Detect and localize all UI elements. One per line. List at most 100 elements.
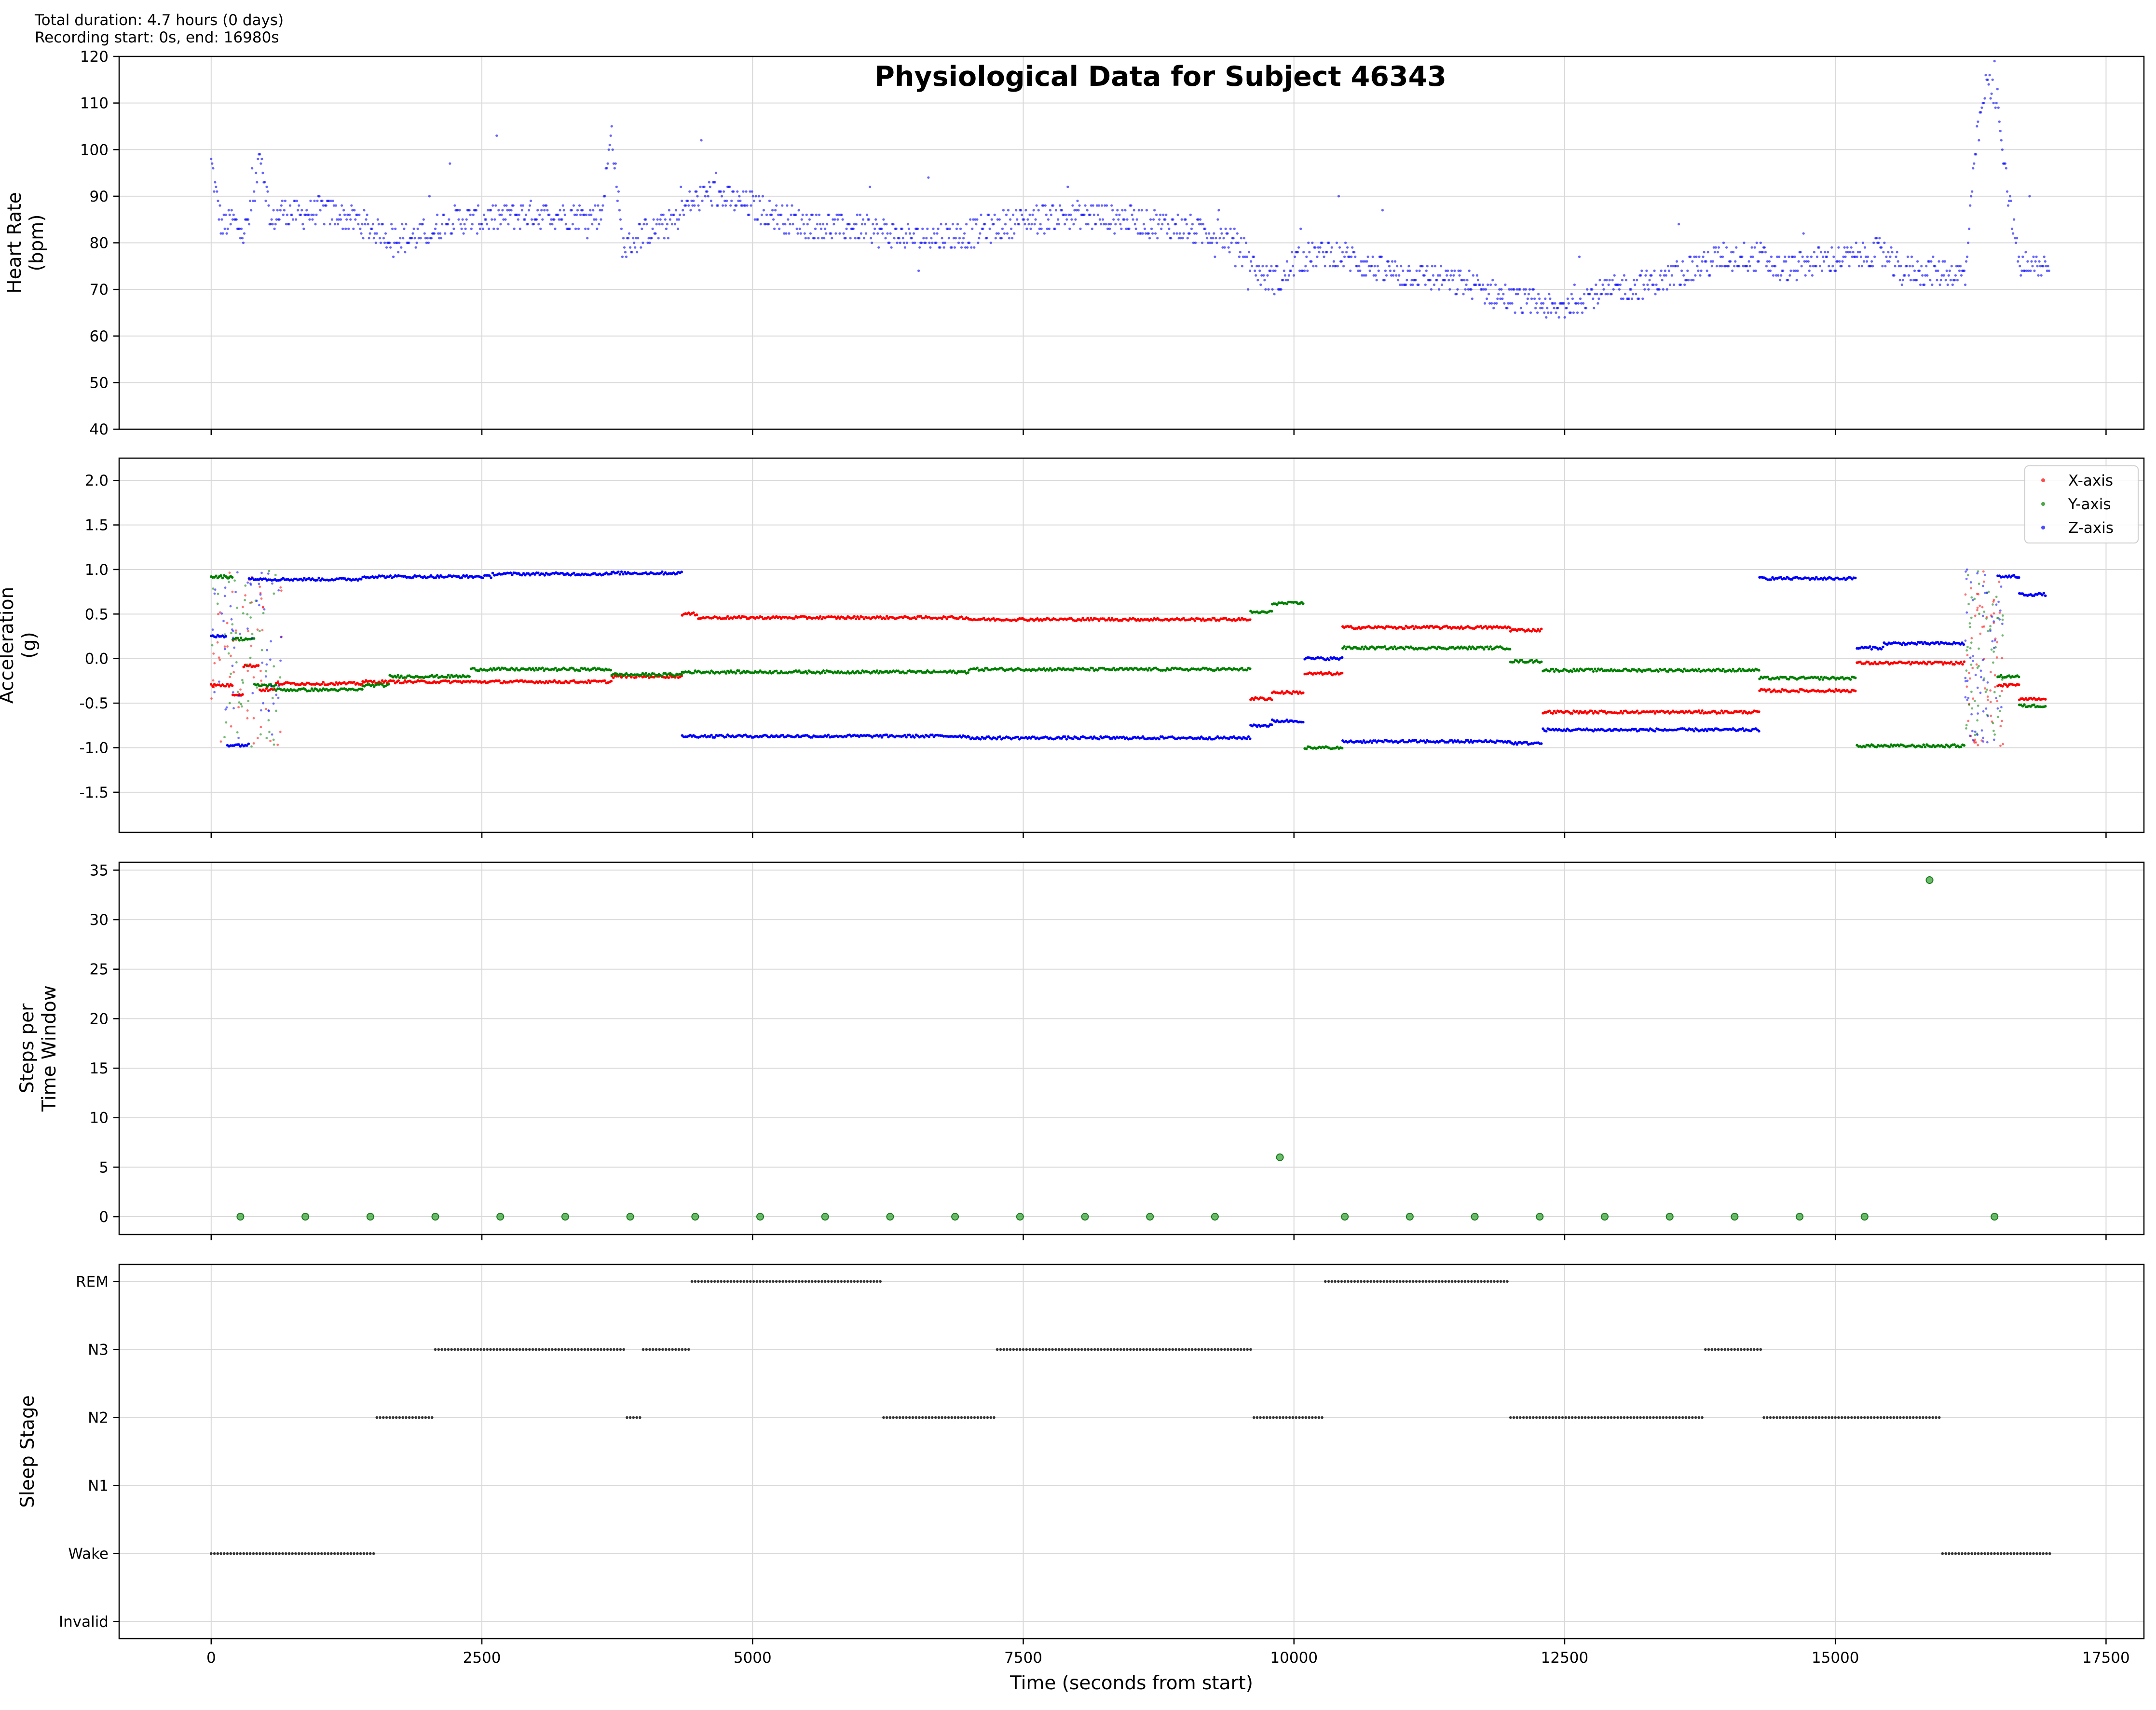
hr-point <box>222 213 225 217</box>
hr-point <box>689 209 692 212</box>
acc-point <box>1146 669 1149 672</box>
hr-point <box>435 223 438 226</box>
hr-point <box>760 213 763 217</box>
hr-point <box>791 223 794 226</box>
hr-point <box>1105 204 1108 207</box>
hr-point <box>2001 148 2004 151</box>
hr-point <box>1543 311 1546 314</box>
acc-point <box>460 576 464 579</box>
hr-point <box>1746 265 1748 268</box>
hr-point <box>549 223 552 226</box>
hr-point <box>1105 223 1107 226</box>
acc-point <box>1383 627 1387 630</box>
hr-point <box>1703 251 1706 254</box>
acc-point <box>372 685 376 688</box>
hr-point <box>1135 218 1138 221</box>
acc-point <box>445 676 448 679</box>
hr-point <box>359 227 362 231</box>
hr-point <box>669 213 673 217</box>
hr-point <box>1186 237 1189 240</box>
hr-point <box>877 246 880 249</box>
hr-point <box>1552 302 1555 305</box>
hr-point <box>1042 204 1045 207</box>
hr-point <box>772 218 775 221</box>
hr-point <box>433 232 436 235</box>
acc-point <box>1110 617 1114 620</box>
hr-point <box>579 213 582 217</box>
hr-point <box>1578 255 1581 258</box>
hr-point <box>1020 209 1023 212</box>
hr-point <box>2007 199 2011 203</box>
hr-point <box>1674 265 1678 268</box>
hr-point <box>1861 241 1864 244</box>
hr-point <box>684 204 687 207</box>
hr-point <box>1851 255 1854 258</box>
hr-point <box>1705 260 1707 263</box>
hr-point <box>1501 297 1504 300</box>
hr-point <box>319 209 322 212</box>
hr-point <box>468 209 471 212</box>
acc-noise-point <box>249 616 252 619</box>
hr-point <box>1457 269 1460 272</box>
hr-point <box>232 213 235 217</box>
hr-point <box>873 232 875 235</box>
acc-point <box>537 571 540 574</box>
acc-noise-point <box>1966 646 1969 648</box>
hr-point <box>2014 237 2017 240</box>
hr-point <box>357 223 360 226</box>
hr-point <box>1591 288 1594 291</box>
hr-point <box>1926 274 1929 277</box>
hr-point <box>952 237 955 240</box>
hr-point <box>922 237 925 240</box>
hr-point <box>593 218 596 221</box>
hr-point <box>225 232 228 235</box>
hr-point <box>1747 269 1749 272</box>
hr-point <box>1983 97 1986 100</box>
hr-point <box>1645 269 1648 272</box>
hr-point <box>1188 232 1191 235</box>
hr-point <box>927 176 930 179</box>
acc-point <box>522 572 525 575</box>
hr-point <box>699 185 702 189</box>
hr-point <box>459 223 462 226</box>
hr-point <box>1741 255 1744 258</box>
hr-point <box>748 213 751 217</box>
hr-point <box>971 227 974 231</box>
acc-point <box>976 666 979 669</box>
hr-point <box>1325 251 1328 254</box>
hr-point <box>1811 274 1814 277</box>
acc-point <box>1720 669 1723 673</box>
hr-point <box>2034 260 2037 263</box>
acc-point <box>403 679 407 682</box>
hr-point <box>350 204 353 207</box>
hr-point <box>290 213 294 217</box>
acc-noise-point <box>1983 625 1985 628</box>
hr-point <box>1219 227 1222 231</box>
hr-point <box>294 199 297 203</box>
hr-point <box>957 241 960 244</box>
acc-noise-point <box>1965 685 1968 688</box>
hr-point <box>916 227 919 231</box>
hr-point <box>330 218 334 221</box>
hr-point <box>1402 269 1405 272</box>
acc-point <box>662 573 665 576</box>
hr-point <box>1780 274 1783 277</box>
acc-point <box>941 617 943 620</box>
hr-point <box>1968 227 1971 231</box>
hr-point <box>855 223 858 226</box>
acc-noise-point <box>244 584 247 587</box>
hr-point <box>448 218 450 221</box>
hr-point <box>464 227 467 231</box>
hr-point <box>627 237 630 240</box>
acc-point <box>2007 674 2011 677</box>
acc-noise-point <box>2001 614 2004 617</box>
hr-point <box>1176 213 1179 217</box>
hr-point <box>1869 265 1872 268</box>
acc-point <box>2017 675 2020 679</box>
acc-point <box>1214 668 1217 671</box>
acc-point <box>541 666 544 669</box>
acc-point <box>1963 744 1966 747</box>
hr-point <box>667 237 669 240</box>
acc-point <box>242 665 246 668</box>
acc-point <box>319 579 322 582</box>
